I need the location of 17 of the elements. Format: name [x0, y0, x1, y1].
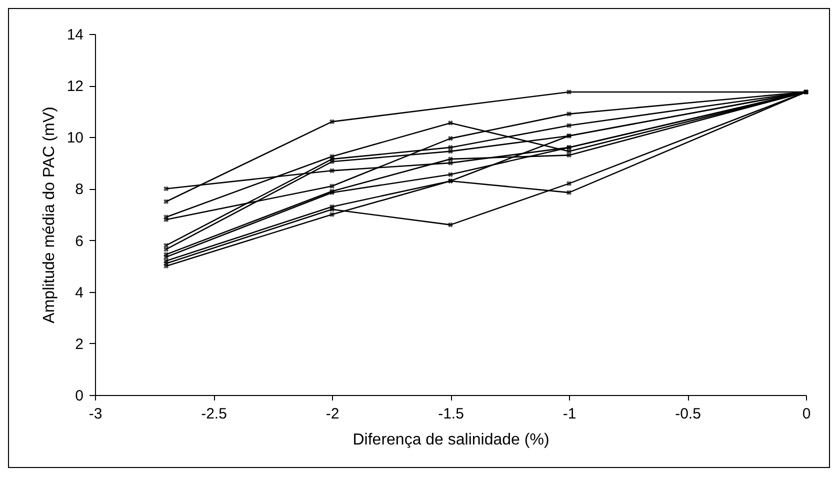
x-tick-label: -3 — [88, 406, 102, 422]
x-tick-label: -0.5 — [675, 406, 701, 422]
x-tick-label: -1.5 — [438, 406, 464, 422]
x-tick-label: -1 — [562, 406, 576, 422]
x-tick-label: 0 — [802, 406, 811, 422]
y-tick-label: 0 — [75, 388, 84, 404]
x-tick-label: -2 — [326, 406, 340, 422]
y-tick-label: 14 — [66, 26, 84, 44]
y-tick-label: 12 — [66, 78, 84, 96]
x-tick-label: -2.5 — [201, 406, 227, 422]
y-tick-label: 4 — [75, 284, 84, 302]
y-tick-label: 6 — [75, 232, 84, 250]
y-tick-label: 2 — [75, 336, 84, 353]
y-axis-title: Amplitude média do PAC (mV) — [40, 106, 58, 324]
y-tick-label: 8 — [75, 181, 84, 198]
y-tick-label: 10 — [66, 130, 84, 147]
x-axis-title: Diferença de salinidade (%) — [352, 432, 550, 448]
